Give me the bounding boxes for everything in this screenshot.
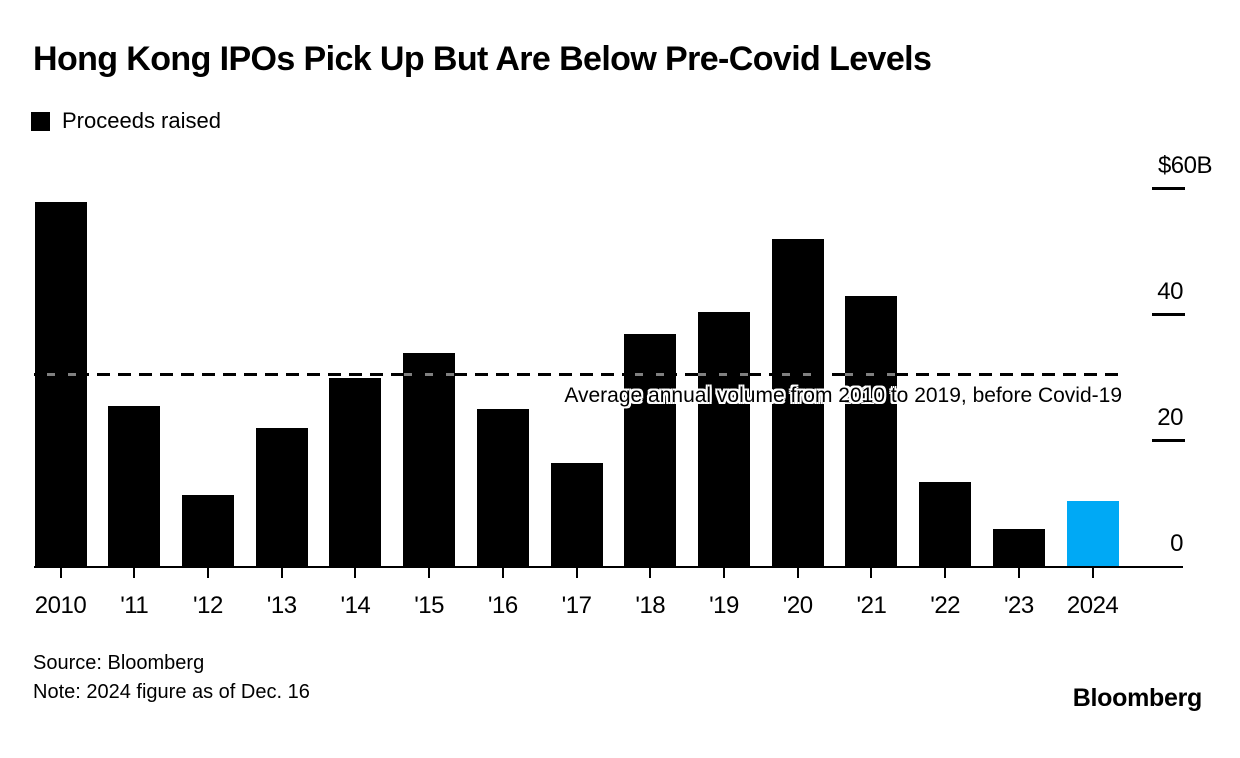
bar-21[interactable]: [845, 296, 898, 567]
bar-19[interactable]: [697, 312, 750, 567]
x-tick: [1017, 568, 1020, 578]
bar-13[interactable]: [255, 428, 308, 567]
x-tick: [796, 568, 799, 578]
bar-2010[interactable]: [34, 202, 87, 567]
bloomberg-logo: Bloomberg: [1072, 684, 1203, 712]
bar-12[interactable]: [181, 495, 234, 567]
x-axis-label: '17: [561, 592, 592, 619]
x-axis-label: '14: [340, 592, 371, 619]
y-tick-dash: [1152, 313, 1185, 316]
y-axis-label: 40: [1157, 278, 1183, 305]
x-tick: [354, 568, 357, 578]
bar-22[interactable]: [919, 482, 972, 567]
bar-20[interactable]: [771, 239, 824, 567]
y-tick-dash: [1152, 187, 1185, 190]
x-tick: [501, 568, 504, 578]
x-axis-label: '11: [120, 592, 149, 619]
source-text: Source: Bloomberg: [33, 652, 205, 674]
x-tick: [206, 568, 209, 578]
bar-14[interactable]: [329, 378, 382, 567]
x-tick: [59, 568, 62, 578]
x-axis-label: '23: [1003, 592, 1034, 619]
x-tick: [944, 568, 947, 578]
x-axis-label: '16: [487, 592, 518, 619]
x-axis-label: 2024: [1066, 592, 1119, 619]
x-axis-label: '12: [193, 592, 223, 619]
x-tick: [133, 568, 136, 578]
y-axis-label: 0: [1170, 530, 1183, 557]
x-tick: [1091, 568, 1094, 578]
legend-swatch: [31, 111, 50, 131]
bar-17[interactable]: [550, 463, 603, 567]
bar-11[interactable]: [108, 406, 161, 567]
bar-23[interactable]: [992, 529, 1045, 567]
x-axis-label: '13: [266, 592, 297, 619]
bar-15[interactable]: [403, 353, 456, 567]
bar-2024[interactable]: [1066, 501, 1119, 567]
x-axis-label: '20: [782, 592, 813, 619]
bar-16[interactable]: [476, 409, 529, 567]
chart-title: Hong Kong IPOs Pick Up But Are Below Pre…: [33, 40, 932, 78]
x-axis-label: '15: [414, 592, 444, 619]
average-reference-line: [34, 373, 1124, 376]
y-axis-label: 20: [1157, 404, 1183, 431]
x-axis-label: '19: [709, 592, 739, 619]
x-tick: [280, 568, 283, 578]
legend: Proceeds raised: [31, 108, 221, 134]
x-axis-label: '22: [930, 592, 961, 619]
x-tick: [575, 568, 578, 578]
x-axis-label: 2010: [34, 592, 87, 619]
x-tick: [722, 568, 725, 578]
y-axis-label: $60B: [1157, 152, 1213, 179]
x-tick: [649, 568, 652, 578]
bar-18[interactable]: [624, 334, 677, 567]
y-tick-dash: [1152, 439, 1185, 442]
legend-label: Proceeds raised: [62, 108, 221, 133]
x-tick: [870, 568, 873, 578]
x-axis-line: [34, 566, 1183, 568]
x-axis-label: '21: [856, 592, 887, 619]
x-tick: [428, 568, 431, 578]
reference-line-annotation: Average annual volume from 2010 to 2019,…: [564, 384, 1122, 407]
x-axis-label: '18: [635, 592, 666, 619]
note-text: Note: 2024 figure as of Dec. 16: [33, 681, 310, 703]
